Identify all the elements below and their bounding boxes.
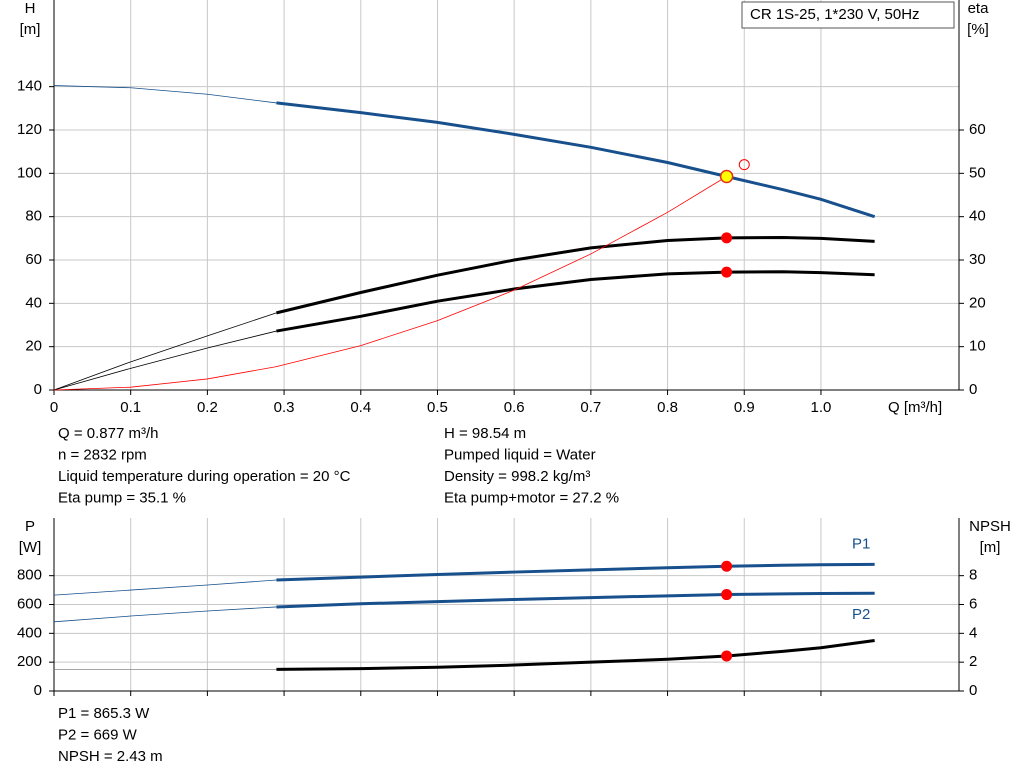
y2-axis-label: eta: [968, 0, 990, 17]
legend-text: CR 1S-25, 1*230 V, 50Hz: [750, 6, 920, 23]
y-tick-label: 120: [17, 121, 42, 138]
y-axis-label: P: [25, 518, 35, 535]
x-tick-label: 0.2: [197, 399, 218, 416]
info-text: Density = 998.2 kg/m³: [444, 468, 590, 485]
y-axis-label: [m]: [20, 21, 41, 38]
y-tick-label: 600: [17, 595, 42, 612]
y-tick-label: 800: [17, 567, 42, 584]
y2-axis-label: [m]: [980, 539, 1001, 556]
y-tick-label: 140: [17, 78, 42, 95]
curve: [276, 562, 875, 582]
info-text: P1 = 865.3 W: [58, 705, 150, 722]
operating-point: [719, 169, 734, 184]
info-text: n = 2832 rpm: [58, 446, 147, 463]
curve-thin: [53, 176, 727, 391]
x-axis-label: Q [m³/h]: [888, 399, 942, 416]
y-tick-label: 100: [17, 164, 42, 181]
operating-point: [721, 589, 733, 601]
curve: [276, 235, 875, 315]
operating-point: [721, 266, 733, 278]
x-tick-label: 0.6: [504, 399, 525, 416]
series-label: P2: [852, 606, 870, 623]
info-text: P2 = 669 W: [58, 726, 138, 743]
y2-tick-label: 0: [969, 682, 977, 699]
curve-thin: [53, 330, 277, 391]
y-tick-label: 0: [34, 381, 42, 398]
y-axis-label: H: [25, 0, 36, 17]
y2-tick-label: 30: [969, 251, 986, 268]
y2-tick-label: 8: [969, 567, 977, 584]
operating-point: [721, 232, 733, 244]
series-label: P1: [852, 535, 870, 552]
x-tick-label: 0.5: [427, 399, 448, 416]
x-tick-label: 0.4: [350, 399, 371, 416]
y-tick-label: 200: [17, 653, 42, 670]
x-tick-label: 0.7: [580, 399, 601, 416]
y-axis-label: [W]: [19, 539, 42, 556]
y-tick-label: 0: [34, 682, 42, 699]
plot-area: [54, 0, 959, 390]
info-text: Q = 0.877 m³/h: [58, 425, 158, 442]
legend-box: [741, 1, 955, 29]
x-tick-label: 0: [50, 399, 58, 416]
operating-point: [721, 560, 733, 572]
y2-tick-label: 50: [969, 164, 986, 181]
y-tick-label: 80: [25, 208, 42, 225]
info-text: Eta pump+motor = 27.2 %: [444, 489, 619, 506]
x-tick-label: 0.9: [734, 399, 755, 416]
x-tick-label: 0.8: [657, 399, 678, 416]
y2-tick-label: 20: [969, 294, 986, 311]
info-text: NPSH = 2.43 m: [58, 748, 163, 765]
operating-point: [721, 650, 733, 662]
curve-thin: [53, 606, 277, 623]
y2-tick-label: 6: [969, 595, 977, 612]
y2-tick-label: 10: [969, 338, 986, 355]
y2-tick-label: 0: [969, 381, 977, 398]
curve-thin: [53, 579, 277, 596]
y-tick-label: 60: [25, 251, 42, 268]
curve-thin: [53, 85, 277, 104]
x-tick-label: 0.3: [274, 399, 295, 416]
y-tick-label: 40: [25, 294, 42, 311]
info-text: Eta pump = 35.1 %: [58, 489, 186, 506]
info-text: Liquid temperature during operation = 20…: [58, 468, 351, 485]
x-tick-label: 1.0: [811, 399, 832, 416]
y2-tick-label: 2: [969, 653, 977, 670]
info-text: Pumped liquid = Water: [444, 446, 596, 463]
y2-tick-label: 40: [969, 208, 986, 225]
info-text: H = 98.54 m: [444, 425, 526, 442]
y2-tick-label: 60: [969, 121, 986, 138]
y-tick-label: 20: [25, 338, 42, 355]
y-tick-label: 400: [17, 624, 42, 641]
curve: [276, 639, 875, 671]
y2-axis-label: NPSH: [969, 518, 1011, 535]
curve: [276, 270, 875, 333]
curve: [276, 591, 875, 609]
y2-tick-label: 4: [969, 624, 977, 641]
x-tick-label: 0.1: [120, 399, 141, 416]
curve-thin: [53, 312, 277, 391]
annotation-point: [738, 159, 750, 171]
y2-axis-label: [%]: [967, 21, 989, 38]
curve: [276, 101, 876, 219]
